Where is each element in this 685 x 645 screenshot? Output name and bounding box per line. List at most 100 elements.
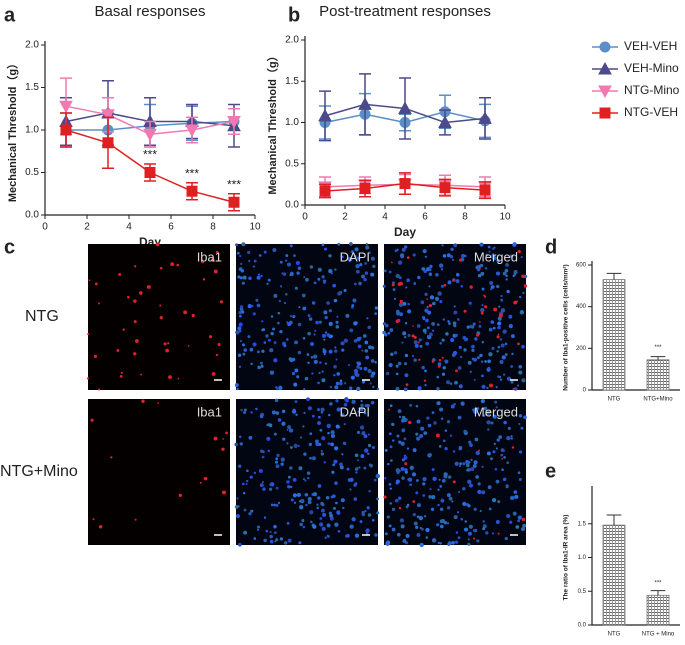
nucleus [335, 320, 339, 324]
nucleus [359, 262, 363, 267]
legend-label: VEH-Mino [624, 61, 679, 75]
nucleus [339, 465, 344, 470]
nucleus [481, 465, 484, 468]
marker [359, 183, 371, 194]
nucleus [357, 256, 361, 260]
microglia [441, 356, 444, 359]
nucleus [364, 340, 369, 345]
nucleus [401, 247, 406, 252]
nucleus [444, 446, 448, 451]
marker [319, 185, 331, 197]
nucleus [513, 387, 518, 391]
nucleus [416, 479, 419, 482]
nucleus [473, 507, 477, 511]
nucleus [467, 504, 471, 508]
nucleus [273, 293, 278, 298]
nucleus [496, 438, 500, 442]
nucleus [242, 352, 246, 356]
column-label: Iba1 [197, 249, 222, 264]
legend-marker [599, 41, 611, 53]
micrograph: Iba1 [86, 242, 230, 391]
nucleus [367, 452, 370, 456]
nucleus [447, 541, 452, 546]
nucleus [425, 318, 429, 323]
nucleus [423, 515, 427, 518]
nucleus [299, 436, 302, 439]
nucleus [453, 305, 456, 308]
nucleus [328, 268, 333, 274]
y-tick-label: 1.5 [285, 76, 299, 87]
nucleus [353, 321, 358, 326]
nucleus [371, 518, 375, 522]
nucleus [338, 381, 343, 386]
nucleus [431, 411, 435, 415]
nucleus [334, 268, 337, 271]
nucleus [429, 488, 432, 491]
nucleus [249, 475, 253, 479]
nucleus [404, 373, 409, 378]
panel-label: d [545, 236, 557, 258]
nucleus [346, 467, 350, 471]
microglia [498, 313, 503, 318]
error-bar [606, 272, 622, 280]
nucleus [398, 496, 402, 500]
nucleus [357, 410, 360, 414]
nucleus [306, 353, 310, 356]
microglia [511, 446, 515, 449]
nucleus [417, 386, 422, 391]
nucleus [390, 459, 393, 462]
nucleus [243, 408, 247, 412]
nucleus [294, 286, 298, 290]
microglia [177, 377, 180, 380]
nucleus [296, 375, 300, 379]
nucleus [428, 495, 432, 499]
nucleus [356, 430, 360, 434]
nucleus [395, 372, 399, 376]
x-tick-label: NTG + Mino [642, 632, 675, 638]
nucleus [420, 426, 425, 431]
nucleus [439, 300, 443, 304]
nucleus [457, 415, 462, 420]
nucleus [505, 274, 508, 278]
nucleus [432, 301, 436, 306]
nucleus [245, 482, 248, 485]
nucleus [518, 450, 523, 454]
nucleus [281, 409, 286, 414]
nucleus [395, 479, 400, 484]
nucleus [501, 355, 506, 360]
nucleus [247, 250, 251, 255]
nucleus [400, 441, 405, 446]
nucleus [261, 320, 264, 323]
nucleus [275, 464, 280, 469]
nucleus [391, 422, 395, 427]
nucleus [481, 374, 484, 378]
nucleus [441, 338, 445, 342]
nucleus [314, 329, 317, 332]
nucleus [330, 334, 334, 338]
nucleus [282, 272, 287, 276]
nucleus [267, 338, 271, 342]
nucleus [313, 333, 316, 336]
x-tick-label: 8 [210, 222, 216, 233]
nucleus [242, 482, 245, 486]
nucleus [437, 488, 440, 491]
nucleus [263, 538, 267, 543]
nucleus [388, 270, 392, 274]
microglia [122, 328, 125, 331]
nucleus [256, 528, 260, 531]
nucleus [332, 463, 336, 467]
nucleus [261, 349, 265, 353]
nucleus [251, 305, 254, 308]
nucleus [436, 387, 440, 391]
microglia [431, 360, 435, 363]
nucleus [470, 458, 473, 461]
microglia [211, 372, 216, 376]
nucleus [243, 508, 247, 512]
nucleus [330, 495, 334, 499]
nucleus [437, 541, 440, 545]
nucleus [520, 256, 523, 259]
nucleus [445, 332, 449, 336]
nucleus [325, 496, 330, 500]
nucleus [386, 515, 390, 519]
microglia [133, 352, 137, 356]
